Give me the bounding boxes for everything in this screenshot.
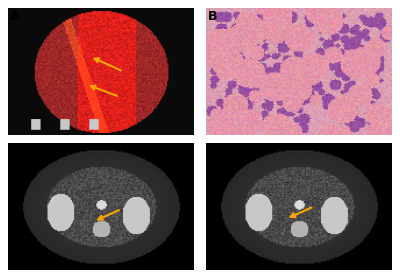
Text: D: D xyxy=(208,145,218,158)
Text: B: B xyxy=(208,10,218,23)
Text: A: A xyxy=(10,10,20,23)
Text: C: C xyxy=(10,145,19,158)
